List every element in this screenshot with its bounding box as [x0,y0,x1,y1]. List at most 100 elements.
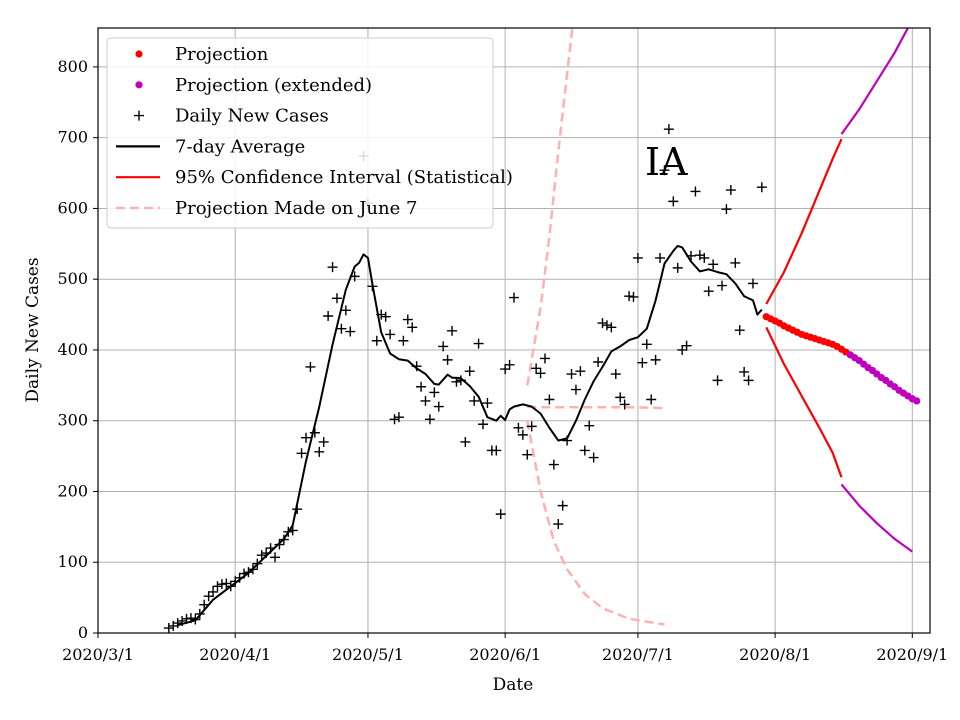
daily-case-point [562,435,573,446]
legend-entry: Daily New Cases [134,106,329,127]
daily-case-point [708,259,719,270]
daily-case-point [225,581,236,592]
daily-case-point [717,280,727,291]
daily-case-point [181,613,192,624]
daily-case-point [460,436,471,447]
legend-box [106,37,494,229]
daily-case-point [570,384,581,395]
daily-case-point [703,286,714,297]
legend-label: Daily New Cases [175,106,329,127]
x-tick-label: 2020/6/1 [469,645,541,664]
x-tick-label: 2020/8/1 [739,645,811,664]
daily-case-point [393,412,404,423]
daily-case-point [283,526,294,537]
daily-case-point [265,543,276,554]
daily-case-point [677,344,688,355]
daily-case-point [482,398,493,409]
daily-case-point [216,579,227,590]
daily-case-point [172,618,183,629]
y-tick-label: 200 [57,481,88,500]
daily-case-point [646,394,657,405]
ia-annotation: IA [645,140,688,184]
daily-case-point [256,550,267,561]
daily-case-point [557,500,568,511]
daily-case-point [464,366,475,377]
daily-case-point [451,376,462,387]
daily-case-point [628,291,639,302]
daily-case-point [699,252,710,263]
legend-entry: 95% Confidence Interval (Statistical) [116,167,513,188]
daily-case-point [309,427,320,438]
daily-case-point [416,381,427,392]
daily-case-point [318,436,329,447]
legend-dot-marker [135,50,143,58]
daily-case-point [672,262,683,273]
legend-dot-marker [135,81,143,89]
daily-case-point [522,449,533,460]
daily-case-point [615,392,626,403]
legend-label: 95% Confidence Interval (Statistical) [175,167,513,188]
legend-label: 7-day Average [175,136,305,157]
daily-case-point [376,309,387,320]
daily-case-point [433,401,444,412]
daily-case-point [349,271,360,282]
daily-case-point [756,182,767,193]
legend-entry: 7-day Average [116,136,305,157]
daily-case-point [407,322,418,333]
x-tick-label: 2020/3/1 [62,645,134,664]
daily-case-point [234,572,245,583]
daily-case-point [531,363,542,374]
legend-label: Projection Made on June 7 [175,198,417,219]
average-line [177,244,763,627]
daily-case-point [314,446,325,457]
daily-case-point [739,366,750,377]
daily-case-point [747,278,758,289]
daily-case-point [478,419,489,430]
daily-case-point [517,429,528,440]
daily-case-point [190,614,201,625]
ticks: 2020/3/1 2020/4/1 2020/5/1 2020/6/1 2020/7/1… [57,57,948,664]
daily-case-point [579,445,590,456]
daily-case-point [292,504,303,515]
legend-label: Projection (extended) [175,75,372,96]
daily-case-point [681,340,692,351]
daily-case-point [380,311,391,322]
daily-case-point [208,586,219,597]
daily-case-point [601,320,612,331]
daily-case-point [163,623,174,633]
daily-case-point [588,452,599,463]
daily-case-point [247,564,258,575]
june7-projection-upper-line [526,28,574,386]
daily-case-point [212,581,223,592]
daily-case-point [371,335,382,346]
daily-case-point [663,124,674,135]
y-tick-label: 500 [57,269,88,288]
daily-case-point [491,445,502,456]
y-tick-label: 300 [57,411,88,430]
daily-case-point [336,323,347,334]
daily-case-point [725,185,736,196]
legend-label: Projection [175,44,269,65]
x-tick-label: 2020/9/1 [876,645,948,664]
daily-case-point [668,196,679,207]
daily-case-point [252,558,263,569]
daily-case-point [438,341,449,352]
daily-case-point [584,420,595,431]
ci-upper-extended-line [840,28,909,135]
daily-case-point [323,310,334,321]
series-layer [163,28,921,633]
y-tick-label: 700 [57,128,88,147]
daily-case-point [539,353,550,364]
legend-plus-marker [134,110,144,121]
daily-case-point [389,414,400,425]
daily-case-point [730,257,741,268]
daily-case-point [261,548,272,559]
daily-case-point [566,369,577,380]
y-tick-label: 400 [57,340,88,359]
daily-case-point [296,448,307,459]
y-tick-label: 600 [57,198,88,217]
daily-case-point [686,250,697,261]
daily-case-point [469,395,480,406]
ci-upper-line [765,138,843,305]
